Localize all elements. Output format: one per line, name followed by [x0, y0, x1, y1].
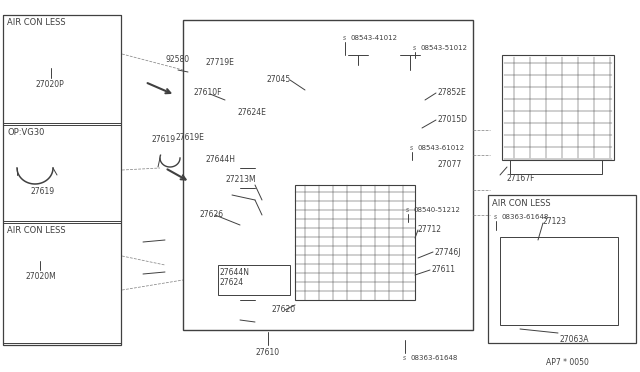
Text: AP7 * 0050: AP7 * 0050 [546, 358, 589, 367]
Bar [295, 185, 415, 300]
Text: AIR CON LESS: AIR CON LESS [492, 199, 550, 208]
Bar [3, 125, 121, 221]
Text: 27719E: 27719E [206, 58, 235, 67]
Circle shape [410, 158, 414, 162]
Circle shape [516, 327, 520, 331]
Text: OP:VG30: OP:VG30 [7, 128, 44, 137]
Circle shape [425, 159, 431, 165]
Text: 27746J: 27746J [435, 248, 461, 257]
Text: S: S [410, 145, 413, 151]
Text: 92580: 92580 [166, 55, 190, 64]
Text: 27644N: 27644N [220, 268, 250, 277]
Circle shape [408, 56, 412, 60]
Circle shape [418, 126, 422, 130]
Text: 27020M: 27020M [25, 272, 56, 281]
Circle shape [170, 168, 174, 172]
Text: 27123: 27123 [543, 217, 567, 226]
Text: 27167F: 27167F [507, 174, 536, 183]
Bar [3, 15, 121, 345]
Text: 27626: 27626 [200, 210, 224, 219]
Text: 27619: 27619 [30, 187, 54, 196]
Text: 08543-51012: 08543-51012 [421, 45, 468, 51]
Text: S: S [403, 356, 406, 360]
Text: 08363-61648: 08363-61648 [502, 214, 549, 220]
Text: S: S [406, 208, 410, 212]
Text: 08363-61648: 08363-61648 [411, 355, 458, 361]
Text: 27624E: 27624E [238, 108, 267, 117]
Circle shape [37, 255, 43, 261]
Bar [3, 15, 121, 123]
Text: 27620: 27620 [272, 305, 296, 314]
Text: 08543-41012: 08543-41012 [351, 35, 398, 41]
Circle shape [253, 178, 257, 182]
Text: S: S [344, 35, 347, 41]
Circle shape [223, 160, 227, 164]
Bar [500, 237, 618, 325]
Text: 08543-61012: 08543-61012 [418, 145, 465, 151]
Text: 27610F: 27610F [193, 88, 221, 97]
Circle shape [504, 164, 509, 170]
Text: AIR CON LESS: AIR CON LESS [7, 226, 66, 235]
Bar [502, 55, 614, 160]
Text: 08540-51212: 08540-51212 [414, 207, 461, 213]
Text: 27611: 27611 [432, 265, 456, 274]
Bar [218, 265, 290, 295]
Text: 27644H: 27644H [205, 155, 235, 164]
Circle shape [49, 52, 53, 56]
Text: AIR CON LESS: AIR CON LESS [7, 18, 66, 27]
Circle shape [504, 314, 509, 320]
Text: S: S [413, 45, 417, 51]
Text: 27213M: 27213M [225, 175, 255, 184]
Text: 27015D: 27015D [438, 115, 468, 124]
Circle shape [403, 338, 407, 342]
Bar [183, 20, 473, 330]
Text: 27712: 27712 [418, 225, 442, 234]
Text: 27020P: 27020P [35, 80, 64, 89]
Text: 27624: 27624 [220, 278, 244, 287]
Bar [488, 195, 636, 343]
Text: 27063A: 27063A [560, 335, 589, 344]
Text: 27077: 27077 [438, 160, 462, 169]
Circle shape [356, 56, 360, 60]
Text: 27610: 27610 [256, 348, 280, 357]
Bar [510, 160, 602, 174]
Text: S: S [495, 215, 497, 219]
Text: 27619: 27619 [152, 135, 176, 144]
Circle shape [181, 66, 185, 70]
Text: 27852E: 27852E [438, 88, 467, 97]
Bar [3, 223, 121, 343]
Text: 27045: 27045 [267, 75, 291, 84]
Circle shape [504, 328, 509, 334]
Text: 27619E: 27619E [175, 133, 204, 142]
